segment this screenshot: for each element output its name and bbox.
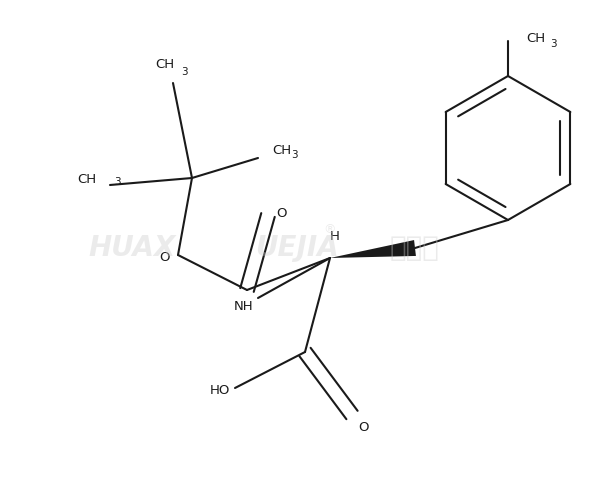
Text: CH: CH [77,172,96,186]
Text: NH: NH [233,299,253,313]
Text: 3: 3 [114,177,121,187]
Text: CH: CH [526,31,545,45]
Text: 3: 3 [291,150,297,160]
Text: HO: HO [210,384,230,396]
Text: ®: ® [323,223,335,237]
Polygon shape [330,240,416,258]
Text: O: O [160,250,170,264]
Text: CH: CH [155,58,174,72]
Text: CH: CH [272,144,291,156]
Text: 3: 3 [550,39,557,49]
Text: 3: 3 [181,67,188,77]
Text: H: H [330,229,340,243]
Text: O: O [277,206,287,220]
Text: O: O [359,420,369,434]
Text: HUAX: HUAX [88,234,176,262]
Text: UEJIA: UEJIA [255,234,339,262]
Text: 化学加: 化学加 [390,234,440,262]
